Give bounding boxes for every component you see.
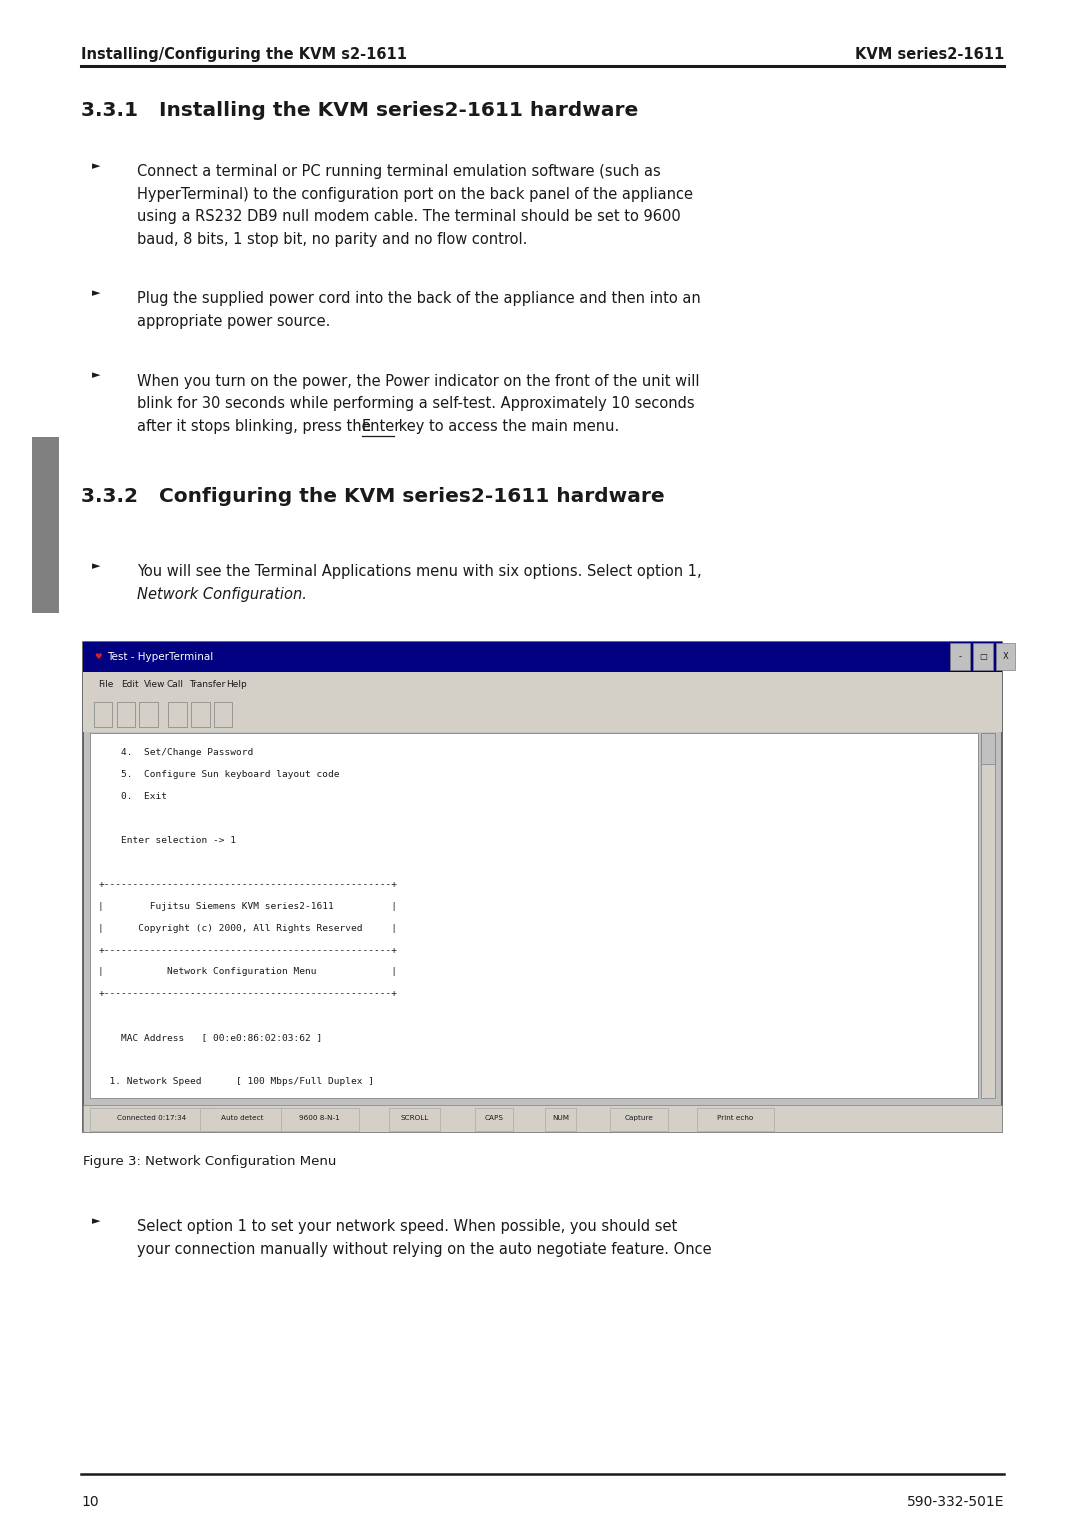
Bar: [996, 643, 1015, 671]
Text: View: View: [144, 680, 165, 689]
Text: blink for 30 seconds while performing a self-test. Approximately 10 seconds: blink for 30 seconds while performing a …: [137, 397, 694, 411]
Bar: [83, 642, 1002, 1132]
Text: |      Copyright (c) 2000, All Rights Reserved     |: | Copyright (c) 2000, All Rights Reserve…: [98, 924, 397, 933]
Text: File: File: [98, 680, 113, 689]
Bar: [281, 1108, 359, 1131]
Text: Print echo: Print echo: [717, 1115, 754, 1121]
Text: ►: ►: [92, 1216, 100, 1227]
Text: MAC Address   [ 00:e0:86:02:03:62 ]: MAC Address [ 00:e0:86:02:03:62 ]: [98, 1033, 323, 1042]
Bar: [389, 1108, 440, 1131]
Text: NUM: NUM: [552, 1115, 569, 1121]
Text: Network Configuration.: Network Configuration.: [137, 587, 307, 602]
Text: -: -: [959, 653, 961, 662]
Bar: [973, 643, 993, 671]
Text: |           Network Configuration Menu             |: | Network Configuration Menu |: [98, 968, 397, 976]
Text: When you turn on the power, the Power indicator on the front of the unit will: When you turn on the power, the Power in…: [137, 374, 700, 389]
Text: your connection manually without relying on the auto negotiate feature. Once: your connection manually without relying…: [137, 1242, 712, 1258]
Text: Connect a terminal or PC running terminal emulation software (such as: Connect a terminal or PC running termina…: [137, 164, 661, 179]
Bar: [981, 734, 995, 764]
Text: key to access the main menu.: key to access the main menu.: [394, 418, 620, 434]
Text: Capture: Capture: [624, 1115, 653, 1121]
Bar: [83, 1105, 1002, 1132]
Text: 590-332-501E: 590-332-501E: [907, 1495, 1004, 1509]
Bar: [200, 1108, 284, 1131]
Text: ►: ►: [92, 561, 100, 571]
Text: □: □: [978, 653, 987, 662]
Bar: [168, 703, 187, 728]
Text: baud, 8 bits, 1 stop bit, no parity and no flow control.: baud, 8 bits, 1 stop bit, no parity and …: [137, 231, 527, 247]
Text: 10: 10: [81, 1495, 98, 1509]
Bar: [545, 1108, 577, 1131]
Bar: [117, 703, 135, 728]
Bar: [697, 1108, 774, 1131]
Bar: [139, 703, 158, 728]
Bar: [83, 673, 1002, 699]
Text: ►: ►: [92, 288, 100, 299]
Text: 9600 8-N-1: 9600 8-N-1: [299, 1115, 340, 1121]
Text: 0.  Exit: 0. Exit: [98, 792, 167, 801]
Text: Installing/Configuring the KVM s2-1611: Installing/Configuring the KVM s2-1611: [81, 47, 407, 63]
Text: appropriate power source.: appropriate power source.: [137, 314, 330, 329]
Text: X: X: [1002, 653, 1009, 662]
Text: 1. Network Speed      [ 100 Mbps/Full Duplex ]: 1. Network Speed [ 100 Mbps/Full Duplex …: [98, 1077, 375, 1086]
Text: Edit: Edit: [121, 680, 138, 689]
Text: |        Fujitsu Siemens KVM series2-1611          |: | Fujitsu Siemens KVM series2-1611 |: [98, 902, 397, 910]
Text: 5.  Configure Sun keyboard layout code: 5. Configure Sun keyboard layout code: [98, 771, 340, 780]
Bar: [214, 703, 232, 728]
Text: after it stops blinking, press the: after it stops blinking, press the: [137, 418, 376, 434]
Bar: [191, 703, 210, 728]
Text: Figure 3: Network Configuration Menu: Figure 3: Network Configuration Menu: [83, 1155, 337, 1167]
Bar: [90, 1108, 214, 1131]
Text: KVM series2-1611: KVM series2-1611: [855, 47, 1004, 63]
Bar: [950, 643, 970, 671]
Text: SCROLL: SCROLL: [401, 1115, 429, 1121]
Bar: [981, 734, 995, 1098]
Text: 3.3.1   Installing the KVM series2-1611 hardware: 3.3.1 Installing the KVM series2-1611 ha…: [81, 101, 638, 119]
Text: Enter selection -> 1: Enter selection -> 1: [98, 836, 237, 846]
Bar: [475, 1108, 513, 1131]
Text: You will see the Terminal Applications menu with six options. Select option 1,: You will see the Terminal Applications m…: [137, 564, 702, 579]
Bar: [83, 699, 1002, 732]
Bar: [90, 734, 978, 1098]
Text: +--------------------------------------------------+: +---------------------------------------…: [98, 879, 397, 889]
Text: ►: ►: [92, 371, 100, 380]
Text: Select option 1 to set your network speed. When possible, you should set: Select option 1 to set your network spee…: [137, 1219, 677, 1235]
Text: 4.  Set/Change Password: 4. Set/Change Password: [98, 749, 254, 757]
Text: ♥: ♥: [94, 653, 102, 662]
Bar: [32, 437, 59, 613]
Text: HyperTerminal) to the configuration port on the back panel of the appliance: HyperTerminal) to the configuration port…: [137, 187, 693, 202]
Text: using a RS232 DB9 null modem cable. The terminal should be set to 9600: using a RS232 DB9 null modem cable. The …: [137, 210, 680, 224]
Bar: [83, 642, 1002, 673]
Text: ►: ►: [92, 161, 100, 172]
Text: Transfer: Transfer: [189, 680, 226, 689]
Text: Auto detect: Auto detect: [220, 1115, 264, 1121]
Text: CAPS: CAPS: [485, 1115, 503, 1121]
Text: 3.3.2   Configuring the KVM series2-1611 hardware: 3.3.2 Configuring the KVM series2-1611 h…: [81, 487, 664, 507]
Text: Plug the supplied power cord into the back of the appliance and then into an: Plug the supplied power cord into the ba…: [137, 291, 701, 306]
Text: Test - HyperTerminal: Test - HyperTerminal: [107, 651, 213, 662]
Text: Help: Help: [226, 680, 246, 689]
Text: Enter: Enter: [362, 418, 402, 434]
Text: Connected 0:17:34: Connected 0:17:34: [118, 1115, 187, 1121]
Bar: [610, 1108, 667, 1131]
Text: +--------------------------------------------------+: +---------------------------------------…: [98, 990, 397, 999]
Text: Call: Call: [166, 680, 184, 689]
Text: +--------------------------------------------------+: +---------------------------------------…: [98, 945, 397, 954]
Bar: [94, 703, 112, 728]
